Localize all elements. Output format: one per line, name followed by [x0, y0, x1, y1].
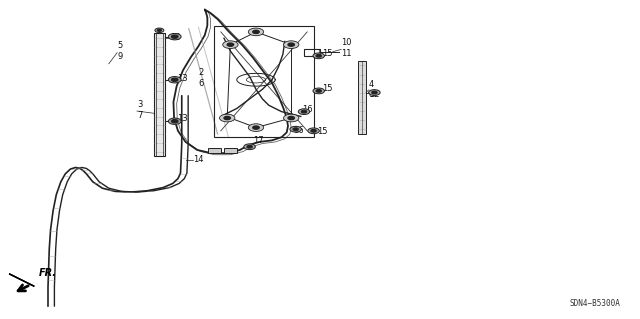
Circle shape — [248, 124, 264, 131]
Circle shape — [227, 43, 234, 46]
Circle shape — [220, 114, 235, 122]
Text: 12: 12 — [369, 90, 379, 99]
Circle shape — [372, 91, 377, 94]
Circle shape — [253, 126, 259, 129]
Circle shape — [288, 43, 294, 46]
Polygon shape — [9, 274, 35, 286]
Circle shape — [223, 41, 238, 48]
Bar — [224, 148, 237, 153]
Circle shape — [172, 35, 178, 38]
Bar — [214, 26, 314, 137]
Text: 16: 16 — [302, 105, 313, 114]
Text: 15: 15 — [317, 127, 327, 136]
Circle shape — [155, 28, 164, 33]
Circle shape — [253, 30, 259, 33]
Text: FR.: FR. — [38, 268, 56, 278]
Bar — [154, 33, 165, 156]
Circle shape — [172, 120, 178, 123]
Text: 3
7: 3 7 — [137, 100, 142, 120]
Circle shape — [301, 110, 307, 113]
Text: 15: 15 — [323, 49, 333, 58]
Circle shape — [298, 109, 310, 115]
Text: SDN4−B5300A: SDN4−B5300A — [570, 299, 621, 308]
Circle shape — [308, 128, 319, 134]
Circle shape — [369, 90, 380, 95]
Circle shape — [316, 90, 321, 92]
Text: 10
11: 10 11 — [341, 38, 351, 57]
Circle shape — [172, 78, 178, 81]
Text: 13: 13 — [170, 33, 180, 42]
Text: 5
9: 5 9 — [117, 41, 122, 61]
Circle shape — [168, 77, 181, 83]
Circle shape — [313, 53, 324, 59]
Circle shape — [313, 88, 324, 94]
Text: 4
8: 4 8 — [369, 80, 374, 99]
Text: 13: 13 — [177, 74, 188, 83]
Circle shape — [168, 33, 181, 40]
Circle shape — [157, 29, 161, 31]
Text: 16: 16 — [293, 126, 304, 135]
Text: 13: 13 — [177, 114, 188, 122]
Circle shape — [288, 116, 294, 120]
Circle shape — [284, 41, 299, 48]
Bar — [208, 148, 221, 153]
Circle shape — [247, 145, 252, 148]
Circle shape — [290, 126, 301, 132]
Circle shape — [316, 55, 321, 57]
Bar — [358, 61, 366, 134]
Text: 2
6: 2 6 — [198, 69, 204, 88]
Text: 17: 17 — [253, 137, 264, 145]
Bar — [304, 49, 320, 56]
Circle shape — [311, 130, 316, 132]
Text: 15: 15 — [323, 84, 333, 93]
Circle shape — [284, 114, 299, 122]
Text: 1: 1 — [316, 49, 321, 58]
Circle shape — [244, 144, 255, 150]
Circle shape — [293, 128, 298, 130]
Circle shape — [168, 118, 181, 124]
Text: 14: 14 — [193, 155, 204, 164]
Circle shape — [248, 28, 264, 36]
Circle shape — [224, 116, 230, 120]
